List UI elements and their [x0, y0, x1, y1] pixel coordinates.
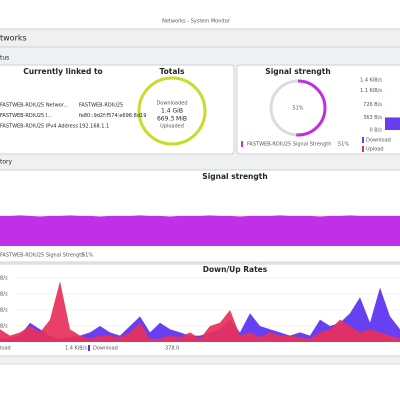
bar [385, 117, 400, 130]
row-key: FASTWEB-RDIU25 Networ... [0, 103, 69, 109]
legend-swatch [362, 137, 364, 143]
value: 1.4 GiB [161, 108, 183, 115]
legend-value: 378.0 [165, 346, 179, 352]
window-title: Networks - System Monitor [162, 19, 231, 25]
card [0, 64, 235, 155]
y-tick-label: B/s [0, 292, 8, 298]
area [0, 287, 400, 342]
y-tick-label: 363 B/s [363, 115, 382, 121]
area [0, 281, 400, 342]
label: Downloaded [156, 101, 187, 107]
y-tick-label: 1.4 KiB/s [360, 78, 382, 84]
area [0, 215, 400, 246]
legend-label: load [0, 346, 11, 352]
page-title: tworks [0, 34, 27, 43]
chart-title: Down/Up Rates [203, 265, 268, 274]
signal-arc [269, 79, 327, 137]
legend-label: FASTWEB-RDIU25 Signal Strength [0, 253, 84, 259]
card [236, 64, 400, 155]
y-tick-label: B/s [0, 276, 8, 282]
label: Uploaded [160, 124, 184, 130]
ring-label: 51% [292, 106, 303, 112]
chart-title: Signal strength [202, 172, 267, 181]
legend-swatch [241, 141, 243, 147]
section-heading: tus [0, 55, 9, 62]
y-tick-label: 1.1 KiB/s [360, 88, 382, 94]
row-key: FASTWEB-RDIU25 I... [0, 113, 52, 119]
title-bar [0, 12, 400, 29]
legend-label: Upload [366, 147, 384, 153]
legend-swatch [362, 146, 364, 152]
row-value: 192.168.1.1 [79, 124, 109, 130]
row-key: FASTWEB-RDIU25 IPv4 Address [0, 124, 78, 130]
legend-swatch [88, 345, 90, 351]
totals-ring [137, 76, 207, 146]
y-tick-label: B/s [0, 308, 8, 314]
y-tick-label: 0 B/s [370, 128, 383, 134]
legend-value: 51% [338, 142, 349, 148]
value: 669.3 MiB [157, 116, 187, 123]
row-value: fe80::9d2f:f574:e696:8d19 [79, 113, 146, 119]
legend-label: FASTWEB-RDIU25 Signal Strength [247, 142, 331, 148]
y-tick-label: B/s [0, 324, 8, 330]
legend-value: 51% [82, 253, 93, 259]
legend-label: Download [366, 138, 391, 144]
card-title: Signal strength [265, 67, 330, 76]
legend-value: 1.4 KiB/s [65, 346, 87, 352]
card-title: Totals [160, 67, 185, 76]
row-value: FASTWEB-RDIU25 [79, 103, 123, 109]
y-tick-label: 726 B/s [363, 102, 382, 108]
legend-label: Download [93, 346, 118, 352]
card-title: Currently linked to [23, 67, 102, 76]
section-heading: tory [0, 159, 12, 166]
